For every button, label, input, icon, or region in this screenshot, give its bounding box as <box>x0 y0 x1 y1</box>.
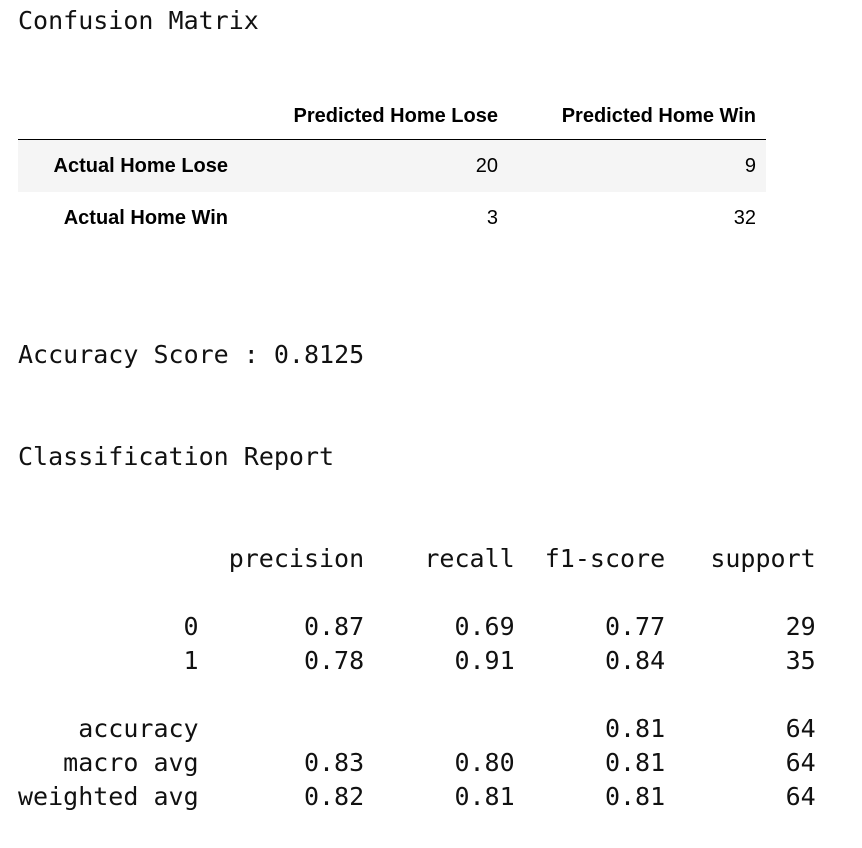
cell: 3 <box>486 206 498 229</box>
table-row: Actual Home Win 3 32 <box>18 192 766 244</box>
column-header: Predicted Home Win <box>508 93 766 140</box>
cell: 0.83 <box>303 748 365 777</box>
cell: 0.78 <box>303 646 365 675</box>
text-output: Accuracy Score : 0.8125 Classification R… <box>18 270 816 848</box>
row-header: Actual Home Lose <box>53 154 228 177</box>
cell: 64 <box>785 714 816 743</box>
confusion-table: Predicted Home Lose Predicted Home Win Ac… <box>18 93 766 244</box>
output-title: Confusion Matrix <box>18 6 259 35</box>
cell: 0.81 <box>454 782 515 811</box>
report-row: 0 0.87 0.69 0.77 29 <box>18 610 816 644</box>
accuracy-line: Accuracy Score : 0.8125 <box>18 340 365 369</box>
report-row: weighted avg 0.82 0.81 0.81 64 <box>18 780 816 814</box>
table-row: Actual Home Lose 20 9 <box>18 139 766 192</box>
cell: 9 <box>744 154 756 177</box>
header-row: Predicted Home Lose Predicted Home Win <box>18 93 766 140</box>
cell: 0.69 <box>454 612 515 641</box>
cell: 64 <box>785 782 816 811</box>
page: Confusion Matrix Predicted Home Lose Pred… <box>18 6 816 811</box>
corner <box>18 93 238 140</box>
row-label: 1 <box>183 646 199 675</box>
row-header: Actual Home Win <box>63 206 228 229</box>
report-header: precision recall f1-score support <box>18 542 816 576</box>
report-row: accuracy 0.81 64 <box>18 712 816 746</box>
row-label: accuracy <box>78 714 199 743</box>
cell: 64 <box>785 748 816 777</box>
cell: 0.81 <box>604 714 666 743</box>
column-header: Predicted Home Lose <box>238 93 508 140</box>
row-label: macro avg <box>63 748 199 777</box>
column-header: f1-score <box>544 544 666 573</box>
cell: 0.82 <box>303 782 365 811</box>
report-row: macro avg 0.83 0.80 0.81 64 <box>18 746 816 780</box>
cell: 0.84 <box>604 646 666 675</box>
row-label: 0 <box>183 612 199 641</box>
cell: 35 <box>785 646 816 675</box>
report-row: 1 0.78 0.91 0.84 35 <box>18 644 816 678</box>
cell: 0.91 <box>454 646 515 675</box>
blank-line <box>18 576 816 610</box>
cell: 0.80 <box>454 748 515 777</box>
cell: 0.77 <box>604 612 666 641</box>
cell: 29 <box>785 612 816 641</box>
row-label: weighted avg <box>18 782 199 811</box>
cell: 0.87 <box>303 612 365 641</box>
report: precision recall f1-score support 0 0.87 0.69 0… <box>18 542 816 814</box>
column-header: precision <box>228 544 365 573</box>
column-header: recall <box>424 544 515 573</box>
column-header: support <box>710 544 816 573</box>
blank-line <box>18 678 816 712</box>
report-title: Classification Report <box>18 442 335 471</box>
cell: 20 <box>475 154 498 177</box>
cell: 0.81 <box>604 782 666 811</box>
cell: 32 <box>733 206 756 229</box>
cell: 0.81 <box>604 748 666 777</box>
